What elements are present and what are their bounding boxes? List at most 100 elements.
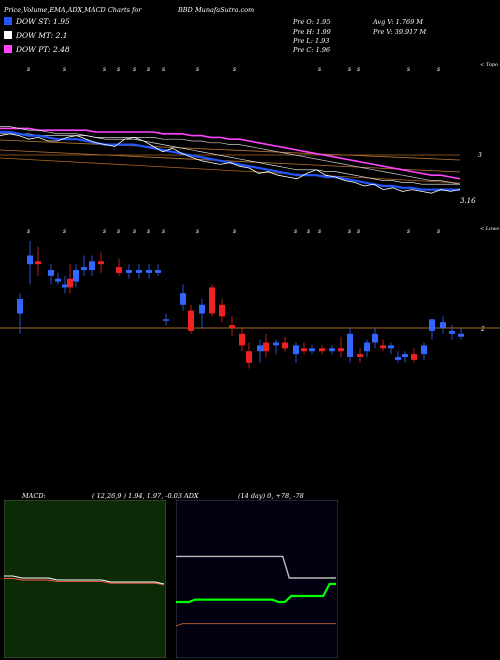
tick-marker: s	[117, 228, 120, 235]
macd-signal-line	[4, 577, 165, 586]
macd-background	[4, 500, 166, 658]
tick-marker: s	[162, 66, 165, 73]
legend-dow-mt: DOW MT: 2.1	[4, 31, 68, 40]
ema-long-line	[0, 127, 461, 180]
tick-marker: s	[133, 66, 136, 73]
tick-marker: s	[294, 228, 297, 235]
legend-swatch-st	[4, 17, 12, 25]
tick-marker: s	[27, 228, 30, 235]
candle-body	[458, 333, 464, 337]
tick-marker: s	[348, 228, 351, 235]
candle-body	[429, 319, 435, 331]
tick-marker: s	[233, 228, 236, 235]
adx-params: (14 day) 0, +78, -78	[238, 492, 304, 500]
adx-pane	[176, 500, 338, 658]
candle-body	[209, 287, 215, 314]
tick-marker: s	[117, 66, 120, 73]
tick-marker: s	[133, 228, 136, 235]
adx-di-plus-line	[176, 582, 336, 604]
legend-swatch-mt	[4, 31, 12, 39]
candle-body	[338, 348, 344, 352]
candle-body	[372, 333, 378, 343]
tick-marker: s	[27, 66, 30, 73]
last-price-label: 3.16	[460, 197, 476, 205]
bottom-right-label: < Lowo	[480, 226, 499, 232]
candle-body	[357, 354, 363, 357]
tick-marker: s	[407, 66, 410, 73]
chart-title: Price,Volume,EMA,ADX,MACD Charts for	[4, 6, 142, 14]
symbol-label: BBD	[178, 6, 193, 14]
tick-marker: s	[103, 228, 106, 235]
macd-line	[4, 575, 165, 585]
candle-body	[146, 270, 152, 273]
candle-body	[163, 319, 169, 321]
tick-marker: s	[147, 66, 150, 73]
adx-di-minus-line	[176, 555, 336, 579]
tick-marker: s	[103, 66, 106, 73]
candle-body	[449, 330, 455, 334]
tick-marker: s	[63, 228, 66, 235]
tick-marker: s	[233, 66, 236, 73]
stat-prev-close: Pre C: 1.96	[293, 46, 331, 54]
tick-marker: s	[348, 66, 351, 73]
candle-body	[395, 357, 401, 360]
ema-orange-line-1	[0, 139, 461, 161]
stat-prev-volume: Pre V: 39.917 M	[373, 28, 427, 36]
legend-swatch-pt	[4, 45, 12, 53]
candle-body	[35, 261, 41, 265]
candle-body	[282, 342, 288, 349]
adx-lines	[176, 555, 336, 627]
candle-body	[263, 342, 269, 352]
stat-avg-volume: Avg V: 1.769 M	[373, 18, 423, 26]
ema-short-shadow	[0, 126, 460, 185]
site-name[interactable]: MunafaSutra.com	[195, 6, 255, 14]
tick-marker: s	[196, 66, 199, 73]
ema-lines	[0, 126, 461, 194]
candle-body	[229, 325, 235, 328]
candle-body	[273, 342, 279, 346]
candle-body	[180, 293, 186, 305]
ema-orange-line-3	[0, 157, 461, 184]
candle-body	[89, 261, 95, 270]
macd-params: ( 12,26,9 ) 1.94, 1.97, -0.03	[92, 492, 182, 500]
candle-body	[73, 270, 79, 282]
candles	[0, 241, 500, 369]
candle-body	[347, 333, 353, 357]
candle-level-label: 2	[480, 326, 485, 333]
candle-body	[155, 270, 161, 273]
stat-prev-open: Pre O: 1.95	[293, 18, 331, 26]
tick-marker: s	[318, 228, 321, 235]
candle-body	[421, 345, 427, 355]
candle-body	[199, 304, 205, 314]
top-right-label: < Topo	[480, 62, 498, 68]
tick-marker: s	[357, 66, 360, 73]
ema-long-shadow	[0, 133, 461, 185]
candle-body	[98, 261, 104, 265]
candle-body	[116, 267, 122, 273]
stat-prev-low: Pre L: 1.93	[293, 37, 330, 45]
candle-body	[440, 322, 446, 328]
candle-body	[62, 284, 68, 288]
candle-body	[293, 345, 299, 355]
candle-body	[136, 270, 142, 273]
close-price-line	[0, 133, 461, 194]
candle-body	[67, 278, 73, 288]
candle-body	[219, 304, 225, 317]
candle-body	[257, 345, 263, 352]
candle-body	[81, 267, 87, 270]
ema-orange-line-2	[0, 149, 461, 173]
tick-marker: s	[63, 66, 66, 73]
macd-lines	[4, 575, 165, 586]
candle-body	[17, 299, 23, 314]
tick-marker: s	[357, 228, 360, 235]
candle-body	[126, 270, 132, 273]
stat-prev-high: Pre H: 1.99	[293, 28, 331, 36]
level-label: 3	[478, 152, 482, 159]
candle-body	[411, 354, 417, 360]
tick-marker: s	[437, 66, 440, 73]
candle-body	[309, 348, 315, 352]
candle-body	[402, 354, 408, 357]
